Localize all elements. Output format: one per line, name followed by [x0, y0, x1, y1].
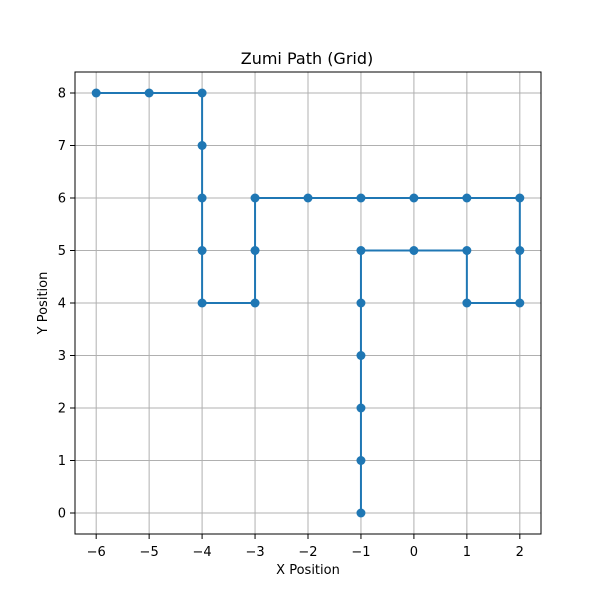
path-point [515, 298, 525, 308]
y-tick-label: 6 [58, 192, 66, 207]
path-point [197, 88, 207, 98]
path-point [250, 193, 260, 203]
path-point [356, 508, 366, 518]
y-tick-label: 2 [58, 402, 66, 417]
x-axis-title: X Position [276, 563, 340, 578]
y-axis-title: Y Position [36, 272, 51, 336]
path-point [250, 298, 260, 308]
path-point [356, 246, 366, 255]
path-point [409, 193, 419, 203]
x-tick-label: 2 [516, 545, 524, 560]
x-tick-label: 1 [463, 545, 471, 560]
path-point [356, 456, 366, 465]
path-point [197, 298, 207, 308]
y-tick-label: 5 [58, 244, 66, 259]
series-layer [91, 88, 525, 518]
path-point [462, 246, 472, 255]
chart-title: Zumi Path (Grid) [241, 49, 374, 68]
path-point [356, 403, 366, 413]
x-tick-label: −4 [193, 545, 212, 560]
path-point [250, 246, 260, 255]
path-point [462, 298, 472, 308]
path-point [356, 193, 366, 203]
x-tick-label: 0 [410, 545, 418, 560]
y-tick-label: 7 [58, 139, 66, 154]
y-tick-label: 4 [58, 297, 66, 312]
path-point [515, 193, 525, 203]
y-tick-label: 1 [58, 454, 66, 469]
path-point [515, 246, 525, 255]
path-point [356, 298, 366, 308]
path-point [144, 88, 154, 98]
axis-ticks: −6 −5 −4 −3 −2 −1 0 1 2 0 1 2 3 4 5 6 7 8 [58, 87, 524, 561]
path-point [356, 351, 366, 360]
y-tick-label: 8 [58, 87, 66, 102]
y-tick-label: 3 [58, 349, 66, 364]
path-point [409, 246, 419, 255]
x-tick-label: −2 [298, 545, 317, 560]
path-point [303, 193, 313, 203]
path-point [91, 88, 101, 98]
path-point [197, 246, 207, 255]
x-tick-label: −5 [140, 545, 159, 560]
x-tick-label: −6 [87, 545, 106, 560]
x-tick-label: −1 [351, 545, 370, 560]
y-tick-label: 0 [58, 507, 66, 522]
x-tick-label: −3 [245, 545, 264, 560]
path-point [462, 193, 472, 203]
path-point [197, 141, 207, 150]
path-point [197, 193, 207, 203]
path-line [96, 92, 521, 513]
